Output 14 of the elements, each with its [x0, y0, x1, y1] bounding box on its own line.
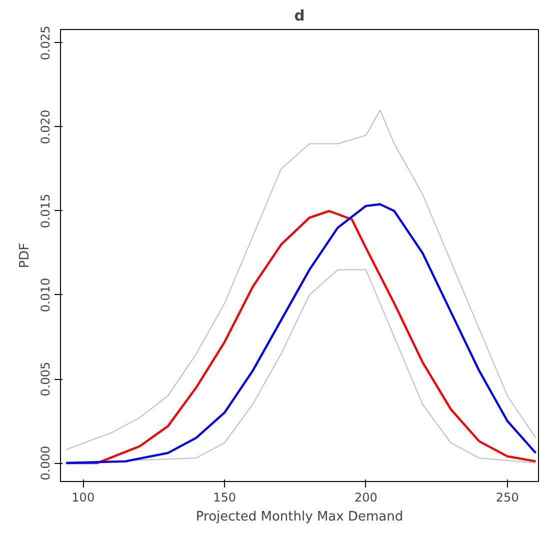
x-tick-label: 100 — [72, 490, 95, 504]
x-tick-label: 200 — [354, 490, 378, 504]
line-series — [66, 110, 536, 450]
x-axis-title: Projected Monthly Max Demand — [196, 510, 404, 524]
chart-title: d — [294, 8, 305, 24]
x-tick-label: 150 — [213, 490, 236, 504]
x-tick-label: 250 — [496, 490, 519, 504]
y-tick-label: 0.010 — [38, 278, 52, 312]
y-tick-label: 0.015 — [38, 194, 52, 228]
y-tick-label: 0.005 — [38, 362, 52, 396]
y-tick-label: 0.020 — [38, 110, 52, 144]
y-tick-label: 0.025 — [38, 26, 52, 60]
y-axis-title: PDF — [18, 242, 32, 268]
y-tick-label: 0.000 — [38, 446, 52, 480]
